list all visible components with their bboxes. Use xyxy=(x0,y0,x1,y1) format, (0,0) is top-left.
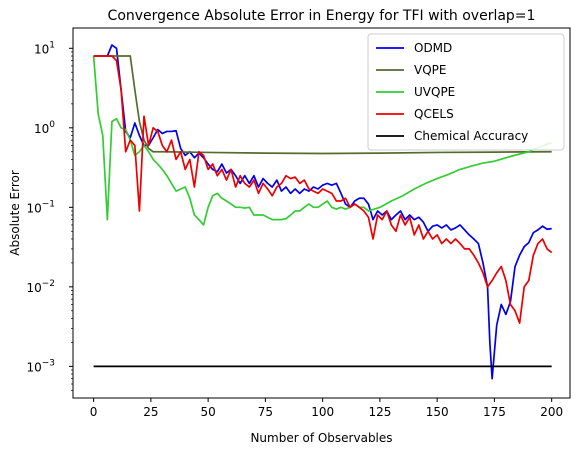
x-tick-label: 0 xyxy=(90,405,98,419)
x-axis-label: Number of Observables xyxy=(250,431,392,445)
x-tick-label: 100 xyxy=(311,405,334,419)
y-axis-label: Absolute Error xyxy=(8,170,22,256)
y-axis-ticks: 10−3 10−2 10−1 100 101 xyxy=(26,40,73,391)
x-axis-ticks: 0 25 50 75 100 125 150 175 200 xyxy=(90,398,563,419)
series-layer xyxy=(92,44,553,380)
y-tick-label: 10−1 xyxy=(26,199,55,215)
legend-frame xyxy=(367,33,565,151)
legend-label: ODMD xyxy=(414,41,452,55)
series-line-qcels xyxy=(93,55,553,324)
y-tick-label: 10−2 xyxy=(26,279,55,295)
plot-frame xyxy=(72,27,571,399)
legend-label: UVQPE xyxy=(414,85,455,99)
series-line-odmd xyxy=(93,44,552,380)
x-tick-label: 200 xyxy=(540,405,563,419)
legend: ODMD VQPE UVQPE QCELS Chemical Accuracy xyxy=(367,33,565,151)
x-tick-label: 125 xyxy=(368,405,391,419)
series-line-vqpe xyxy=(93,55,552,155)
y-tick-label: 10−3 xyxy=(26,358,55,374)
y-tick-label: 100 xyxy=(34,120,55,136)
legend-label: Chemical Accuracy xyxy=(414,129,528,143)
legend-label: QCELS xyxy=(414,107,454,121)
y-tick-label: 101 xyxy=(34,40,55,56)
legend-label: VQPE xyxy=(414,63,446,77)
x-tick-label: 50 xyxy=(200,405,215,419)
x-tick-label: 175 xyxy=(483,405,506,419)
x-tick-label: 25 xyxy=(143,405,158,419)
x-tick-label: 150 xyxy=(426,405,449,419)
chart-title: Convergence Absolute Error in Energy for… xyxy=(108,8,536,24)
x-tick-label: 75 xyxy=(258,405,273,419)
series-line-uvqpe xyxy=(92,55,552,226)
